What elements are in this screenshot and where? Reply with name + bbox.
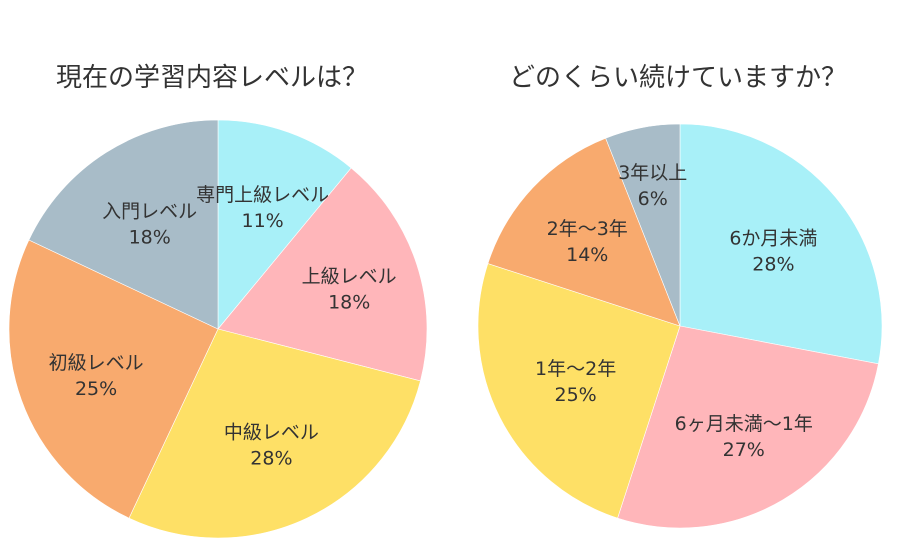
pie-labels-learning-level: 専門上級レベル 11% 上級レベル 18% 中級レベル 28% 初級レベル 25% 入門レベル 1… xyxy=(49,184,397,469)
slice-value-label: 11% xyxy=(241,210,283,232)
slice-value-label: 18% xyxy=(328,291,370,313)
slice-category-label: 上級レベル xyxy=(302,265,397,287)
slice-category-label: 6か月未満 xyxy=(729,228,817,250)
pie-slice-1-to-2-years xyxy=(477,263,681,519)
slice-value-label: 28% xyxy=(752,254,794,276)
slice-category-label: 入門レベル xyxy=(102,200,197,222)
pie-chart-duration: どのくらい続けていますか？ 6か月未満 28% 6ヶ月未満〜1年 27% 1年〜2年 25… xyxy=(477,63,883,529)
slice-value-label: 28% xyxy=(250,447,292,469)
slice-value-label: 25% xyxy=(554,384,596,406)
pie-slice-intermediate xyxy=(128,328,421,539)
pie-slice-over-3-years xyxy=(605,123,681,327)
slice-category-label: 3年以上 xyxy=(618,162,687,184)
pie-chart-learning-level: 現在の学習内容レベルは？ 専門上級レベル 11% 上級レベル 18% 中級レベル 28% 初… xyxy=(8,63,428,539)
slice-category-label: 中級レベル xyxy=(224,421,319,443)
pie-slice-6-months-to-1-year xyxy=(617,325,879,529)
pie-slice-beginner xyxy=(8,239,219,519)
pie-slices-duration xyxy=(477,123,883,529)
pie-slices-learning-level xyxy=(8,119,428,539)
slice-value-label: 18% xyxy=(129,226,171,248)
slice-value-label: 27% xyxy=(723,439,765,461)
chart-title-learning-level: 現在の学習内容レベルは？ xyxy=(56,63,368,93)
slice-category-label: 専門上級レベル xyxy=(196,184,329,206)
slice-value-label: 25% xyxy=(75,378,117,400)
slice-category-label: 6ヶ月未満〜1年 xyxy=(675,413,813,435)
pie-slice-introductory xyxy=(28,119,219,330)
pie-slice-under-6-months xyxy=(679,123,883,365)
pie-labels-duration: 6か月未満 28% 6ヶ月未満〜1年 27% 1年〜2年 25% 2年〜3年 14% 3年以上 6… xyxy=(535,162,817,461)
slice-category-label: 1年〜2年 xyxy=(535,358,616,380)
slice-category-label: 2年〜3年 xyxy=(547,218,628,240)
pie-slice-advanced xyxy=(217,167,428,382)
pie-slice-2-to-3-years xyxy=(487,137,681,327)
chart-title-duration: どのくらい続けていますか？ xyxy=(509,63,847,93)
slice-category-label: 初級レベル xyxy=(49,352,144,374)
slice-value-label: 14% xyxy=(566,244,608,266)
slice-value-label: 6% xyxy=(638,188,668,210)
pie-slice-expert-advanced xyxy=(217,119,352,330)
